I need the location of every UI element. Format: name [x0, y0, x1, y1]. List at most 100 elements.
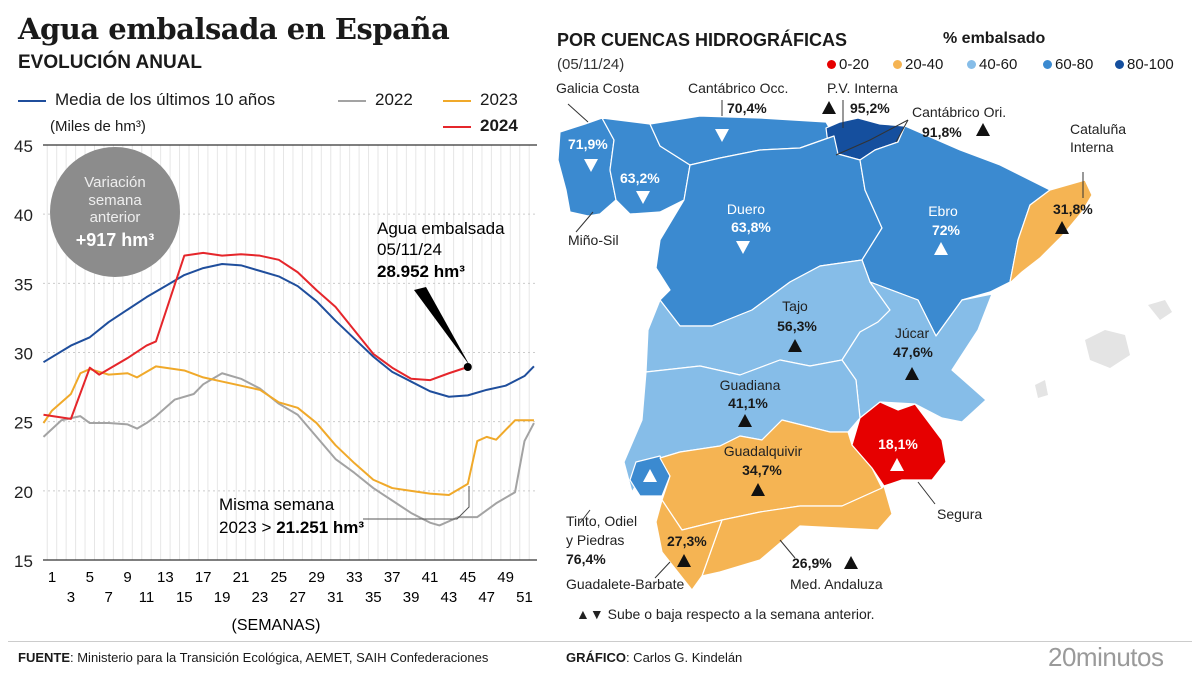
x-tick-label: 19: [214, 589, 231, 606]
legend-label: 40-60: [979, 56, 1018, 73]
x-tick-label: 41: [422, 569, 439, 586]
legend-swatch-avg: [18, 100, 46, 102]
basin-mino-sil: [601, 117, 691, 215]
x-tick-label: 15: [176, 589, 193, 606]
page-title: Agua embalsada en España: [18, 12, 450, 46]
label-cant-occ: Cantábrico Occ.: [688, 80, 789, 96]
trend-note: ▲▼ Sube o baja respecto a la semana ante…: [576, 606, 875, 622]
label-mino: Miño-Sil: [568, 232, 619, 248]
value-tajo: 56,3%: [777, 318, 817, 334]
triangle-up-icon: [677, 554, 691, 567]
triangle-up-icon: [822, 101, 836, 114]
value-ebro: 72%: [931, 222, 961, 238]
chart-subtitle: EVOLUCIÓN ANUAL: [18, 52, 203, 73]
same-week-connector: [363, 486, 470, 520]
value-cataluna: 31,8%: [1053, 201, 1093, 217]
basin-galicia-costa: [557, 117, 617, 217]
x-tick-label: 33: [346, 569, 363, 586]
triangle-up-icon: [738, 414, 752, 427]
legend-label: 20-40: [905, 56, 944, 73]
graphic-text: : Carlos G. Kindelán: [625, 650, 743, 665]
x-tick-label: 49: [497, 569, 514, 586]
same-week-line2: 2023 > 21.251 hm³: [219, 518, 364, 537]
x-tick-label: 39: [403, 589, 420, 606]
leader-cant-ori-2: [895, 119, 909, 143]
source-label: FUENTE: [18, 650, 70, 665]
triangle-down-icon: [584, 159, 598, 172]
legend-swatch-2024: [443, 126, 471, 128]
value-guadalquivir: 34,7%: [742, 462, 782, 478]
current-line1: Agua embalsada: [377, 219, 505, 238]
value-med: 26,9%: [792, 555, 832, 571]
current-pointer: [414, 287, 470, 366]
x-tick-label: 13: [157, 569, 174, 586]
legend-dot-lightblue: [967, 60, 976, 69]
brand-logo: 20minutos: [1048, 642, 1164, 672]
value-segura: 18,1%: [878, 436, 918, 452]
triangle-up-icon: [934, 242, 948, 255]
label-guadiana: Guadiana: [719, 377, 781, 393]
map-legend-title: % embalsado: [943, 30, 1046, 47]
x-tick-label: 37: [384, 569, 401, 586]
label-segura: Segura: [937, 506, 983, 522]
series-line-media-de-los-últimos-10-años: [42, 262, 535, 398]
triangle-up-icon: [1055, 221, 1069, 234]
x-tick-label: 11: [139, 589, 155, 606]
variation-bubble: [50, 147, 180, 277]
same-week-line1: Misma semana: [219, 495, 335, 514]
triangle-down-icon: [715, 129, 729, 142]
x-tick-label: 21: [233, 569, 250, 586]
legend-dot-red: [827, 60, 836, 69]
triangle-up-icon: [905, 367, 919, 380]
x-tick-label: 45: [459, 569, 476, 586]
source-text: : Ministerio para la Transición Ecológic…: [70, 650, 489, 665]
x-tick-label: 23: [252, 589, 269, 606]
y-tick-label: 20: [14, 483, 33, 502]
footer-source: FUENTE: Ministerio para la Transición Ec…: [18, 650, 488, 665]
label-duero: Duero: [726, 201, 766, 217]
current-line2: 05/11/24: [377, 240, 442, 259]
leader-mino: [575, 211, 594, 233]
y-tick-label: 25: [14, 414, 33, 433]
triangle-up-icon: [976, 123, 990, 136]
y-tick-label: 35: [14, 275, 33, 294]
x-tick-label: 1: [48, 569, 56, 586]
label-guadalquivir: Guadalquivir: [723, 443, 803, 459]
map-legend-80-100: 80-100: [1115, 56, 1174, 73]
legend-2022: 2022: [375, 90, 413, 109]
label-tajo: Tajo: [782, 298, 808, 314]
value-galicia: 71,9%: [568, 136, 608, 152]
map-title: POR CUENCAS HIDROGRÁFICAS: [557, 30, 848, 50]
value-guadalete: 27,3%: [667, 533, 707, 549]
triangle-up-icon: [643, 469, 657, 482]
legend-label: 80-100: [1127, 56, 1174, 73]
value-mino: 63,2%: [620, 170, 660, 186]
footer-graphic: GRÁFICO: Carlos G. Kindelán: [566, 650, 742, 665]
label-tinto-2: y Piedras: [566, 532, 625, 548]
map-legend-0-20: 0-20: [827, 56, 869, 73]
legend-swatch-2023: [443, 100, 471, 102]
leader-segura: [917, 481, 936, 505]
x-tick-label: 29: [308, 569, 325, 586]
x-tick-label: 31: [327, 589, 344, 606]
legend-label: 0-20: [839, 56, 870, 73]
triangle-up-icon: [751, 483, 765, 496]
basin-tinto-odiel: [629, 455, 671, 497]
triangle-down-icon: [636, 191, 650, 204]
label-galicia: Galicia Costa: [556, 80, 640, 96]
x-tick-label: 51: [516, 589, 533, 606]
leader-cant-ori: [835, 119, 909, 156]
label-guadalete: Guadalete-Barbate: [566, 576, 685, 592]
current-value-marker: [463, 362, 472, 371]
map-legend-40-60: 40-60: [967, 56, 1017, 73]
y-axis-label: (Miles de hm³): [50, 118, 146, 135]
y-tick-label: 30: [14, 345, 33, 364]
label-cant-ori: Cantábrico Ori.: [912, 104, 1007, 120]
up-down-triangles-icon: ▲▼: [576, 606, 604, 622]
leader-galicia: [567, 103, 589, 123]
label-cataluna-2: Interna: [1070, 139, 1114, 155]
same-week-prefix: 2023 >: [219, 518, 276, 537]
x-tick-label: 17: [195, 569, 212, 586]
basin-tajo: [645, 259, 891, 376]
